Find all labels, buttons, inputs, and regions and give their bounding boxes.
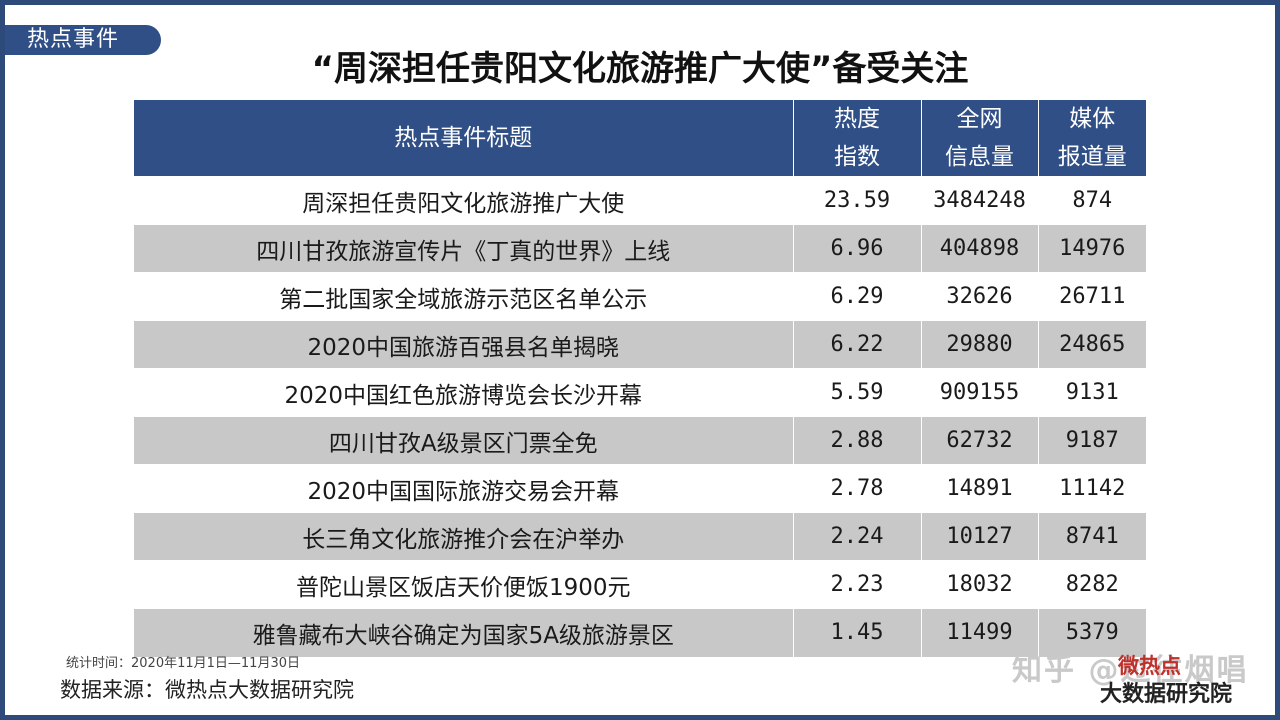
header-info-volume: 全网 信息量: [921, 100, 1039, 177]
media-cell: 874: [1038, 176, 1146, 225]
event-cell: 四川甘孜旅游宣传片《丁真的世界》上线: [134, 224, 794, 273]
heat-cell: 2.24: [793, 512, 922, 561]
info-cell: 62732: [921, 416, 1039, 465]
event-cell: 四川甘孜A级景区门票全免: [134, 416, 794, 465]
media-cell: 5379: [1038, 608, 1146, 657]
media-cell: 8282: [1038, 560, 1146, 609]
info-cell: 3484248: [921, 176, 1039, 225]
table-row: 2020中国旅游百强县名单揭晓 6.22 29880 24865: [134, 320, 1146, 369]
logo-brand: 微热点: [1118, 654, 1181, 678]
table-row: 周深担任贵阳文化旅游推广大使 23.59 3484248 874: [134, 176, 1146, 225]
zhihu-watermark: 知乎 @过往烟唱: [1012, 653, 1249, 688]
media-cell: 14976: [1038, 224, 1146, 273]
header-heat-index: 热度 指数: [793, 100, 922, 177]
event-cell: 2020中国旅游百强县名单揭晓: [134, 320, 794, 369]
info-cell: 29880: [921, 320, 1039, 369]
table-row: 四川甘孜旅游宣传片《丁真的世界》上线 6.96 404898 14976: [134, 224, 1146, 273]
event-cell: 雅鲁藏布大峡谷确定为国家5A级旅游景区: [134, 608, 794, 657]
table-row: 2020中国红色旅游博览会长沙开幕 5.59 909155 9131: [134, 368, 1146, 417]
info-cell: 11499: [921, 608, 1039, 657]
media-cell: 26711: [1038, 272, 1146, 321]
info-cell: 10127: [921, 512, 1039, 561]
heat-cell: 2.78: [793, 464, 922, 513]
event-cell: 周深担任贵阳文化旅游推广大使: [134, 176, 794, 225]
heat-cell: 2.23: [793, 560, 922, 609]
info-cell: 404898: [921, 224, 1039, 273]
media-cell: 24865: [1038, 320, 1146, 369]
event-cell: 长三角文化旅游推介会在沪举办: [134, 512, 794, 561]
data-source: 数据来源：微热点大数据研究院: [60, 678, 354, 702]
event-cell: 普陀山景区饭店天价便饭1900元: [134, 560, 794, 609]
table-row: 长三角文化旅游推介会在沪举办 2.24 10127 8741: [134, 512, 1146, 561]
media-cell: 9131: [1038, 368, 1146, 417]
info-cell: 14891: [921, 464, 1039, 513]
header-media-reports: 媒体 报道量: [1038, 100, 1146, 177]
info-cell: 32626: [921, 272, 1039, 321]
table-row: 第二批国家全域旅游示范区名单公示 6.29 32626 26711: [134, 272, 1146, 321]
heat-cell: 6.29: [793, 272, 922, 321]
table-header-row: 热点事件标题 热度 指数 全网 信息量 媒体 报道量: [134, 100, 1146, 177]
table-row: 雅鲁藏布大峡谷确定为国家5A级旅游景区 1.45 11499 5379: [134, 608, 1146, 657]
media-cell: 8741: [1038, 512, 1146, 561]
header-event-title: 热点事件标题: [134, 100, 794, 177]
heat-cell: 5.59: [793, 368, 922, 417]
page-title: “周深担任贵阳文化旅游推广大使”备受关注: [311, 49, 969, 89]
hot-events-table: 热点事件标题 热度 指数 全网 信息量 媒体 报道量 周深担任贵阳文化旅游推广大使 2…: [134, 100, 1146, 657]
heat-cell: 23.59: [793, 176, 922, 225]
table-row: 普陀山景区饭店天价便饭1900元 2.23 18032 8282: [134, 560, 1146, 609]
logo-institute: 大数据研究院: [1100, 682, 1233, 707]
event-cell: 2020中国国际旅游交易会开幕: [134, 464, 794, 513]
heat-cell: 2.88: [793, 416, 922, 465]
heat-cell: 6.96: [793, 224, 922, 273]
table-row: 2020中国国际旅游交易会开幕 2.78 14891 11142: [134, 464, 1146, 513]
statistics-period: 统计时间：2020年11月1日—11月30日: [66, 656, 300, 671]
heat-cell: 1.45: [793, 608, 922, 657]
media-cell: 11142: [1038, 464, 1146, 513]
table-row: 四川甘孜A级景区门票全免 2.88 62732 9187: [134, 416, 1146, 465]
heat-cell: 6.22: [793, 320, 922, 369]
section-tag: 热点事件: [5, 25, 161, 55]
event-cell: 第二批国家全域旅游示范区名单公示: [134, 272, 794, 321]
event-cell: 2020中国红色旅游博览会长沙开幕: [134, 368, 794, 417]
info-cell: 909155: [921, 368, 1039, 417]
info-cell: 18032: [921, 560, 1039, 609]
media-cell: 9187: [1038, 416, 1146, 465]
